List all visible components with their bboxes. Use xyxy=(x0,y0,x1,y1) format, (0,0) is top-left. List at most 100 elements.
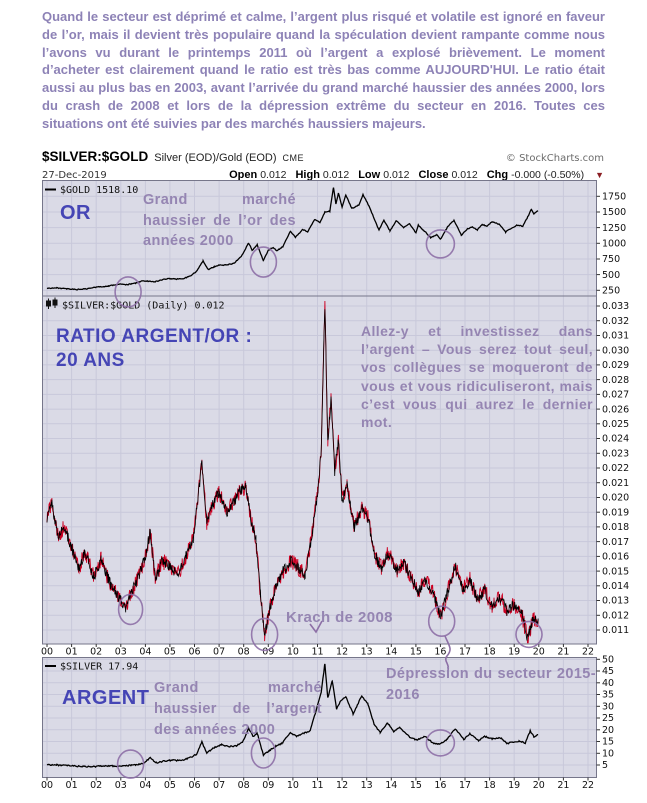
x-tick-label: 22 xyxy=(582,780,594,791)
ratio-ytick-label: 0.013 xyxy=(602,596,629,607)
gold-low-circle xyxy=(425,229,456,259)
x-tick-label: 11 xyxy=(311,647,323,658)
ratio-ytick-label: 0.025 xyxy=(602,419,629,430)
x-tick-label: 18 xyxy=(484,780,496,791)
x-tick-label: 10 xyxy=(287,780,299,791)
x-tick-label: 10 xyxy=(287,647,299,658)
silver-ytick-label: 35 xyxy=(602,690,614,701)
chart-title-row: $SILVER:$GOLD Silver (EOD)/Gold (EOD) CM… xyxy=(42,149,604,164)
silver-ytick-label: 45 xyxy=(602,666,614,677)
ratio-ytick-label: 0.022 xyxy=(602,463,629,474)
x-tick-label: 07 xyxy=(213,780,225,791)
x-tick-label: 22 xyxy=(582,647,594,658)
ratio-ytick-label: 0.031 xyxy=(602,331,629,342)
x-tick-label: 06 xyxy=(188,647,200,658)
gold-ytick-label: 1250 xyxy=(602,223,626,234)
ratio-ytick-label: 0.026 xyxy=(602,404,629,415)
low-pair: Low 0.012 xyxy=(358,169,410,181)
x-tick-label: 02 xyxy=(90,647,102,658)
silver-panel-label: ARGENT xyxy=(62,687,150,709)
ratio-low-circle xyxy=(427,605,456,638)
open-pair: Open 0.012 xyxy=(229,169,287,181)
x-tick-label: 20 xyxy=(533,780,545,791)
gold-series xyxy=(46,187,539,291)
x-tick-label: 21 xyxy=(557,780,569,791)
x-tick-label: 09 xyxy=(262,647,274,658)
ratio-ytick-label: 0.018 xyxy=(602,522,629,533)
ratio-ytick-label: 0.023 xyxy=(602,449,629,460)
ratio-ytick-label: 0.033 xyxy=(602,301,629,312)
copyright: © StockCharts.com xyxy=(505,153,604,164)
gold-ytick-label: 250 xyxy=(602,286,620,297)
ratio-ytick-label: 0.015 xyxy=(602,566,629,577)
ratio-ytick-label: 0.017 xyxy=(602,537,629,548)
candlestick-icon xyxy=(46,297,58,309)
intro-paragraph: Quand le secteur est déprimé et calme, l… xyxy=(42,9,605,131)
ratio-ytick-label: 0.016 xyxy=(602,552,629,563)
x-tick-label: 09 xyxy=(262,780,274,791)
ratio-ytick-label: 0.012 xyxy=(602,611,629,622)
x-tick-label: 03 xyxy=(115,780,127,791)
gold-ytick-label: 500 xyxy=(602,270,620,281)
gold-panel-label: OR xyxy=(60,202,91,224)
x-tick-label: 02 xyxy=(90,780,102,791)
x-tick-label: 13 xyxy=(361,780,373,791)
gold-low-circle xyxy=(114,276,142,308)
circle-pointer-tail xyxy=(444,635,451,671)
chg-pair: Chg -0.000 (-0.50%) xyxy=(486,169,585,181)
sector-depression-note: Dépression du secteur 2015-2016 xyxy=(386,666,596,703)
gold-ytick-label: 1750 xyxy=(602,192,626,203)
chart-exchange: CME xyxy=(282,153,305,163)
x-tick-label: 06 xyxy=(188,780,200,791)
ratio-ytick-label: 0.021 xyxy=(602,478,629,489)
x-tick-label: 13 xyxy=(361,647,373,658)
silver-low-circle xyxy=(250,737,277,769)
ratio-legend: $SILVER:$GOLD (Daily) 0.012 xyxy=(62,301,225,312)
x-tick-label: 21 xyxy=(557,647,569,658)
x-tick-label: 11 xyxy=(311,780,323,791)
ratio-ytick-label: 0.020 xyxy=(602,493,629,504)
silver-ytick-label: 25 xyxy=(602,713,614,724)
silver-ytick-label: 5 xyxy=(602,760,608,771)
ratio-series-red xyxy=(46,300,539,644)
x-tick-label: 19 xyxy=(508,780,520,791)
x-tick-label: 03 xyxy=(115,647,127,658)
chart-description: Silver (EOD)/Gold (EOD) xyxy=(154,152,277,164)
x-tick-label: 20 xyxy=(533,647,545,658)
x-tick-label: 07 xyxy=(213,647,225,658)
quote-row: 27-Dec-2019 Open 0.012 High 0.012 Low 0.012… xyxy=(42,165,604,183)
ratio-ytick-label: 0.032 xyxy=(602,316,629,327)
x-tick-label: 16 xyxy=(434,647,446,658)
x-tick-label: 01 xyxy=(66,647,78,658)
x-tick-label: 12 xyxy=(336,647,348,658)
x-tick-label: 14 xyxy=(385,647,397,658)
x-tick-label: 04 xyxy=(139,780,151,791)
gold-ytick-label: 750 xyxy=(602,254,620,265)
chg-down-arrow-icon[interactable]: ▼ xyxy=(595,170,604,180)
gold-ytick-label: 1500 xyxy=(602,207,626,218)
ratio-ytick-label: 0.030 xyxy=(602,345,629,356)
silver-ytick-label: 40 xyxy=(602,678,614,689)
close-pair: Close 0.012 xyxy=(418,169,478,181)
x-tick-label: 17 xyxy=(459,780,471,791)
ratio-low-circle xyxy=(250,617,279,652)
x-tick-label: 00 xyxy=(41,647,53,658)
ratio-low-circle xyxy=(117,593,144,626)
x-tick-label: 16 xyxy=(434,780,446,791)
ohlc-values: Open 0.012 High 0.012 Low 0.012 Close 0.012 … xyxy=(229,165,604,183)
x-tick-label: 08 xyxy=(238,647,250,658)
gold-ytick-label: 1000 xyxy=(602,239,626,250)
silver-ytick-label: 30 xyxy=(602,702,614,713)
ratio-panel-label: RATIO ARGENT/OR : 20 ANS xyxy=(56,326,253,371)
silver-low-circle xyxy=(116,749,145,779)
x-tick-label: 08 xyxy=(238,780,250,791)
x-tick-label: 19 xyxy=(508,647,520,658)
x-tick-label: 17 xyxy=(459,647,471,658)
krach-pointer-mark xyxy=(309,620,323,634)
silver-low-circle xyxy=(425,729,456,757)
gold-bull-market-note: Grand marché haussier de l’or des années… xyxy=(143,192,296,249)
x-tick-label: 01 xyxy=(66,780,78,791)
ratio-ytick-label: 0.028 xyxy=(602,375,629,386)
